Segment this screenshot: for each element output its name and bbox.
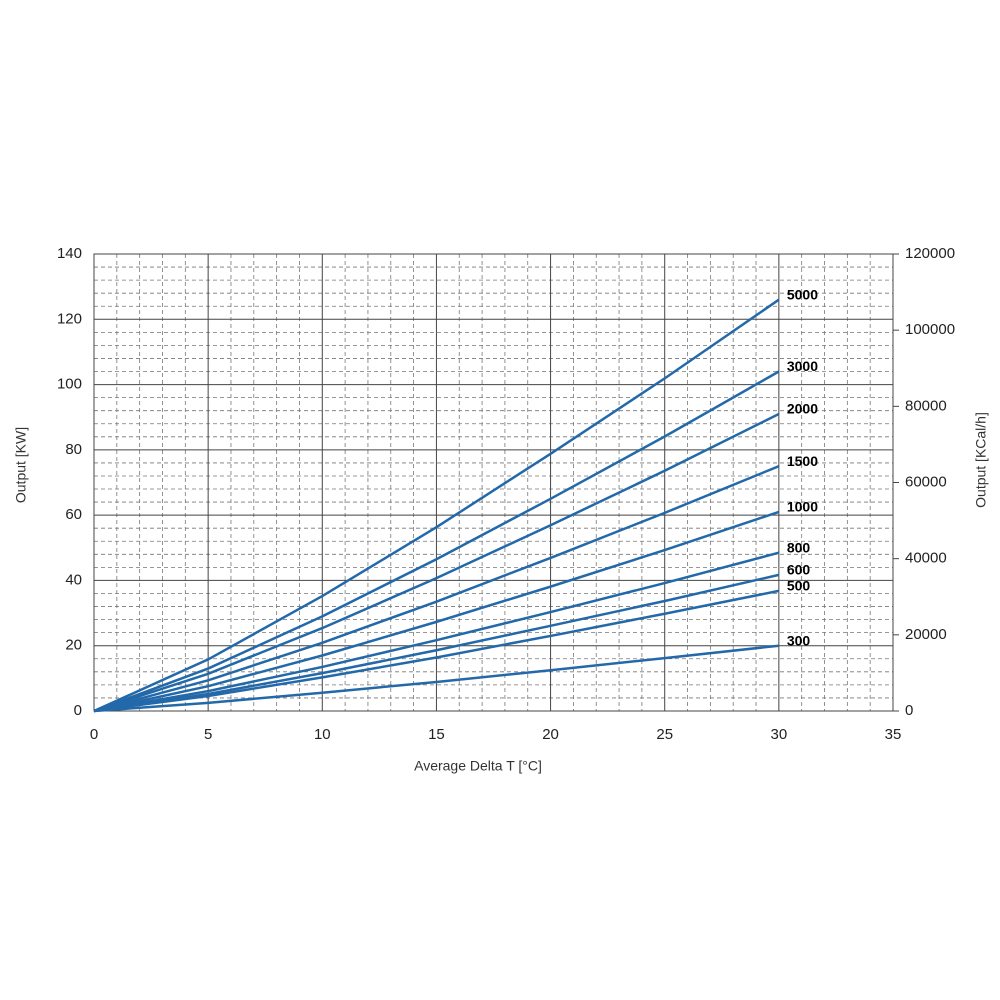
x-tick-label: 30	[771, 726, 788, 743]
y-tick-label: 60	[65, 506, 82, 523]
y-tick-label: 40	[65, 571, 82, 588]
series-line	[93, 510, 780, 713]
series-label: 300	[787, 632, 811, 648]
y-tick-label: 140	[57, 245, 82, 262]
series-line	[93, 551, 780, 713]
x-tick-label: 15	[428, 726, 445, 743]
series-label: 500	[787, 578, 811, 594]
y2-tick-label: 0	[905, 702, 913, 719]
y2-tick-label: 60000	[905, 473, 947, 490]
x-tick-label: 5	[204, 726, 212, 743]
plot-frame	[93, 253, 894, 712]
x-tick-label: 0	[90, 726, 98, 743]
series-line	[93, 412, 780, 713]
y-axis-label: Output [KW]	[13, 427, 29, 503]
y-tick-label: 0	[74, 702, 82, 719]
series-label: 2000	[787, 401, 818, 417]
y-tick-label: 120	[57, 310, 82, 327]
series-line	[93, 573, 780, 713]
x-tick-label: 25	[656, 726, 673, 743]
y-tick-label: 100	[57, 376, 82, 393]
series-line	[93, 589, 780, 713]
series-line	[93, 370, 780, 713]
series-line	[93, 298, 780, 713]
series-label: 3000	[787, 358, 818, 374]
series-label: 1000	[787, 499, 818, 515]
y2-axis-label: Output [KCal/h]	[973, 412, 989, 508]
x-axis-label: Average Delta T [°C]	[414, 758, 542, 774]
y2-tick-label: 40000	[905, 550, 947, 567]
series-line	[93, 465, 780, 713]
y-tick-label: 20	[65, 637, 82, 654]
y2-tick-label: 20000	[905, 626, 947, 643]
y-tick-label: 80	[65, 441, 82, 458]
x-tick-label: 35	[885, 726, 902, 743]
x-tick-label: 10	[314, 726, 331, 743]
series-label: 1500	[787, 453, 818, 469]
series-label: 5000	[787, 286, 818, 302]
y2-tick-label: 120000	[905, 245, 955, 262]
series-label: 800	[787, 539, 811, 555]
y2-tick-label: 100000	[905, 321, 955, 338]
x-tick-label: 20	[542, 726, 559, 743]
y2-tick-label: 80000	[905, 397, 947, 414]
series-label: 600	[787, 562, 811, 578]
series-line	[93, 644, 779, 713]
